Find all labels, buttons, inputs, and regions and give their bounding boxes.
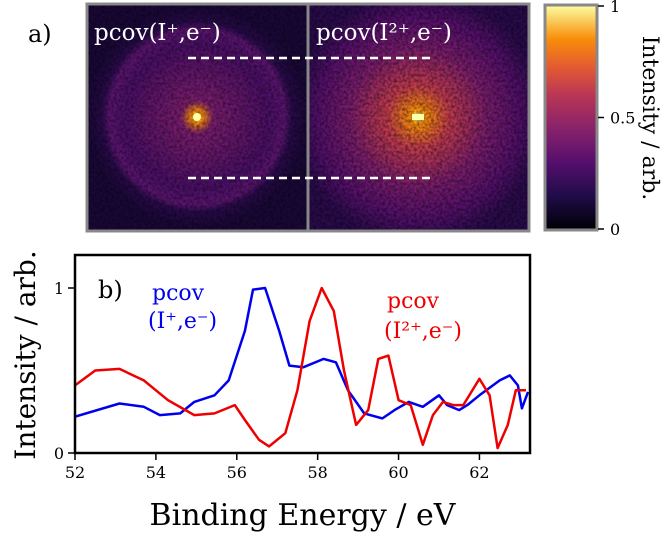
image-title: pcov(I²⁺,e⁻)	[316, 20, 452, 46]
colorbar-tick-label: 0.5	[610, 109, 635, 128]
image-title: pcov(I⁺,e⁻)	[94, 20, 221, 46]
panel-label: b)	[98, 276, 123, 304]
colorbar-label: Intensity / arb.	[637, 36, 662, 201]
colorbar	[543, 3, 599, 232]
series-label: (I²⁺,e⁻)	[384, 319, 462, 344]
image-right	[309, 5, 528, 230]
series-line	[75, 286, 526, 450]
panel-label: a)	[28, 20, 52, 48]
series-label: pcov	[387, 289, 440, 314]
series-label: pcov	[152, 281, 205, 306]
series-label: (I⁺,e⁻)	[148, 309, 217, 334]
x-tick-label: 56	[227, 463, 247, 482]
y-axis-label: Intensity / arb.	[9, 250, 42, 459]
x-tick-label: 54	[146, 463, 166, 482]
plot-frame	[73, 253, 532, 455]
series-line	[75, 286, 530, 420]
y-tick-label: 1	[54, 279, 64, 298]
x-tick-label: 52	[65, 463, 85, 482]
x-tick-label: 58	[307, 463, 327, 482]
y-tick-label: 0	[54, 444, 64, 463]
x-axis-label: Binding Energy / eV	[150, 498, 457, 533]
x-tick-label: 60	[388, 463, 408, 482]
colorbar-tick-label: 1	[610, 0, 620, 16]
colorbar-tick-label: 0	[610, 220, 620, 239]
image-left	[88, 5, 307, 230]
x-tick-label: 62	[469, 463, 489, 482]
